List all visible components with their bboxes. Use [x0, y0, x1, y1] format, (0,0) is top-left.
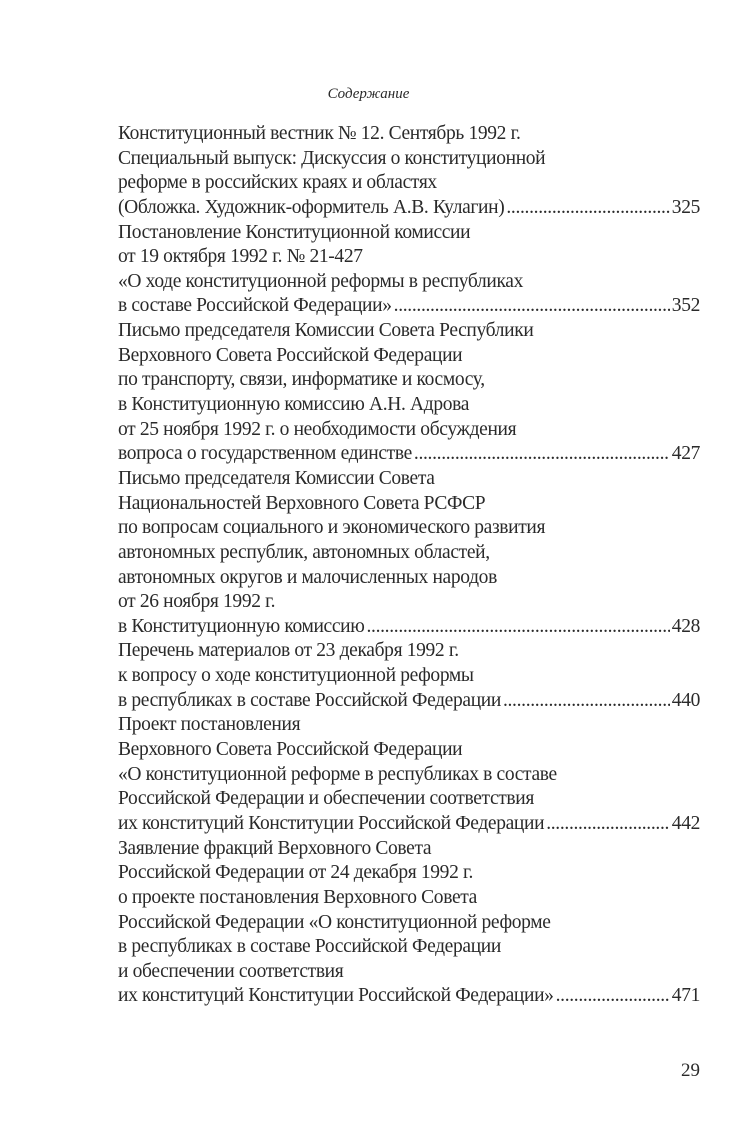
toc-entry-line: реформе в российских краях и областях — [118, 172, 437, 194]
toc-entry-line: от 26 ноября 1992 г. — [118, 591, 276, 613]
toc-entry-line: Специальный выпуск: Дискуссия о конститу… — [118, 147, 546, 169]
toc-entry-line: «О конституционной реформе в республиках… — [118, 763, 557, 785]
toc-entry-line: Постановление Конституционной комиссии — [118, 221, 471, 243]
toc-entry-line: Национальностей Верховного Совета РСФСР — [118, 492, 486, 514]
toc-entry-line: от 19 октября 1992 г. № 21-427 — [118, 246, 363, 268]
toc-entry-line: по транспорту, связи, информатике и косм… — [118, 369, 485, 391]
toc-entry-line: Заявление фракций Верховного Совета — [118, 837, 432, 859]
toc-entry-line: Верховного Совета Российской Федерации — [118, 344, 463, 366]
toc-entry-line: от 25 ноября 1992 г. о необходимости обс… — [118, 418, 517, 440]
toc-entry-line: к вопросу о ходе конституционной реформы — [118, 665, 474, 687]
toc-entry-line: в республиках в составе Российской Федер… — [118, 936, 501, 958]
toc-entry-line: в республиках в составе Российской Федер… — [118, 689, 700, 714]
leader-dots — [503, 689, 670, 714]
toc-entry: Проект постановления Верховного Совета Ро… — [118, 713, 700, 836]
toc-entry-line: Проект постановления — [118, 714, 301, 736]
toc-entry-line: «О ходе конституционной реформы в респуб… — [118, 270, 523, 292]
leader-dots — [366, 615, 669, 640]
toc-entry-line: автономных республик, автономных областе… — [118, 541, 490, 563]
leader-dots — [556, 984, 670, 1009]
toc-entry: Письмо председателя Комиссии Совета Респ… — [118, 319, 700, 467]
toc-entry-line: вопроса о государственном единстве 427 — [118, 442, 700, 467]
toc-entry-page: 442 — [671, 812, 701, 834]
leader-dots — [394, 294, 670, 319]
toc-entry-line: в составе Российской Федерации» 352 — [118, 294, 700, 319]
toc-entry-page: 471 — [671, 985, 701, 1007]
toc-entry-text: вопроса о государственном единстве — [118, 443, 412, 465]
toc-entry-page: 440 — [671, 689, 701, 711]
toc-entry-page: 428 — [671, 615, 701, 637]
toc-entry-text: их конституций Конституции Российской Фе… — [118, 812, 545, 834]
toc-entry-line: Перечень материалов от 23 декабря 1992 г… — [118, 640, 459, 662]
toc-entry-line: (Обложка. Художник-оформитель А.В. Кулаг… — [118, 196, 700, 221]
toc-entry-page: 325 — [671, 196, 701, 218]
toc-entry-page: 352 — [671, 295, 701, 317]
page-number: 29 — [681, 1060, 700, 1081]
toc-entry-line: о проекте постановления Верховного Совет… — [118, 886, 477, 908]
toc-entry-line: Российской Федерации и обеспечении соотв… — [118, 788, 534, 810]
toc-entry-line: в Конституционную комиссию А.Н. Адрова — [118, 394, 470, 416]
toc-entry-line: и обеспечении соответствия — [118, 960, 344, 982]
toc-entry-text: (Обложка. Художник-оформитель А.В. Кулаг… — [118, 196, 505, 218]
toc-entry-line: их конституций Конституции Российской Фе… — [118, 984, 700, 1009]
toc-entry-line: Письмо председателя Комиссии Совета Респ… — [118, 320, 534, 342]
toc-entry-line: Письмо председателя Комиссии Совета — [118, 467, 435, 489]
leader-dots — [414, 442, 670, 467]
leader-dots — [546, 812, 670, 837]
toc-entry-line: в Конституционную комиссию 428 — [118, 615, 700, 640]
toc-entry-line: Конституционный вестник № 12. Сентябрь 1… — [118, 123, 521, 144]
leader-dots — [506, 196, 669, 221]
page-title: Содержание — [327, 86, 410, 102]
toc-entry-line: Верховного Совета Российской Федерации — [118, 739, 463, 761]
toc-entry-line: по вопросам социального и экономического… — [118, 517, 546, 539]
table-of-contents: Конституционный вестник № 12. Сентябрь 1… — [118, 122, 700, 1009]
toc-entry-line: Российской Федерации от 24 декабря 1992 … — [118, 862, 473, 884]
toc-entry: Письмо председателя Комиссии Совета Нацио… — [118, 467, 700, 639]
toc-entry: Заявление фракций Верховного Совета Росси… — [118, 837, 700, 1009]
toc-entry: Перечень материалов от 23 декабря 1992 г… — [118, 639, 700, 713]
toc-entry-text: в республиках в составе Российской Федер… — [118, 689, 501, 711]
toc-entry-text: их конституций Конституции Российской Фе… — [118, 985, 554, 1007]
toc-entry-line: их конституций Конституции Российской Фе… — [118, 812, 700, 837]
toc-entry: Конституционный вестник № 12. Сентябрь 1… — [118, 122, 700, 221]
toc-entry-line: Российской Федерации «О конституционной … — [118, 911, 551, 933]
toc-entry-text: в Конституционную комиссию — [118, 615, 365, 637]
toc-entry-text: в составе Российской Федерации» — [118, 295, 392, 317]
toc-entry-line: автономных округов и малочисленных народ… — [118, 566, 497, 588]
toc-entry: Постановление Конституционной комиссии от… — [118, 221, 700, 320]
toc-entry-page: 427 — [671, 443, 701, 465]
